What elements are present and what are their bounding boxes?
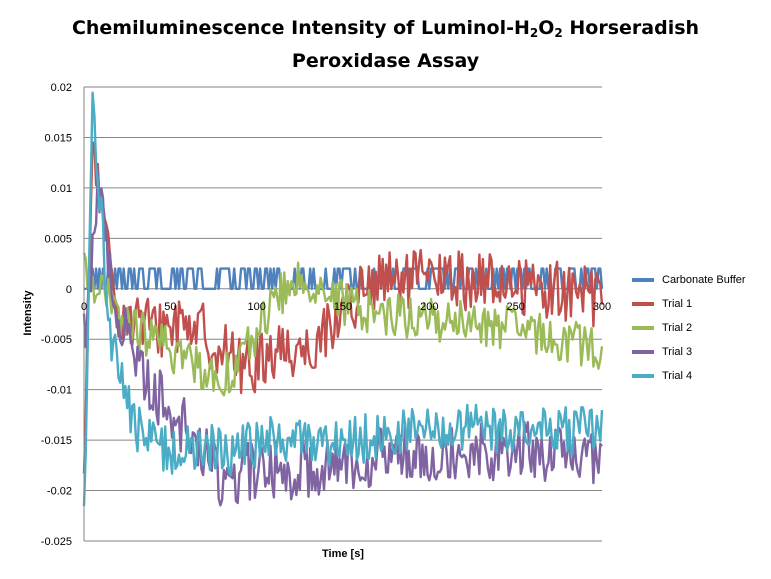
legend-swatch (632, 278, 654, 282)
legend-label: Trial 3 (662, 346, 693, 358)
x-axis-title: Time [s] (322, 548, 364, 560)
y-tick-label: -0.02 (47, 486, 72, 498)
y-tick-label: 0 (66, 284, 72, 296)
y-tick-label: -0.025 (41, 536, 72, 548)
x-tick-label: 0 (81, 301, 87, 313)
axes: 0.02 0.015 0.01 0.005 0 -0.005 -0.01 -0.015 -0.0… (41, 82, 611, 548)
legend-item: Trial 3 (632, 340, 746, 364)
x-tick-label: 50 (164, 301, 176, 313)
x-tick-label: 300 (593, 301, 611, 313)
legend-swatch (632, 374, 654, 378)
legend-swatch (632, 350, 654, 354)
y-tick-label: 0.005 (44, 233, 72, 245)
title-part-3: Horseradish (562, 17, 700, 39)
legend: Carbonate Buffer Trial 1 Trial 2 Trial 3 Tri… (632, 268, 746, 388)
x-tick-label: 200 (420, 301, 438, 313)
title-subscript-1: 2 (529, 26, 539, 40)
y-tick-label: -0.01 (47, 385, 72, 397)
title-subscript-2: 2 (554, 26, 563, 40)
y-axis-title: Intensity (22, 290, 34, 336)
series-line-trial-4 (82, 91, 604, 507)
x-tick-label: 100 (247, 301, 265, 313)
title-line-2: Peroxidase Assay (291, 50, 480, 72)
y-tick-label: 0.02 (51, 82, 72, 94)
y-tick-label: 0.01 (51, 183, 72, 195)
legend-item: Trial 4 (632, 364, 746, 388)
legend-item: Carbonate Buffer (632, 268, 746, 292)
y-tick-label: -0.005 (41, 334, 72, 346)
legend-swatch (632, 302, 654, 306)
legend-label: Carbonate Buffer (662, 274, 746, 286)
chart-title: Chemiluminescence Intensity of Luminol-H… (0, 14, 771, 75)
y-tick-label: -0.015 (41, 435, 72, 447)
x-tick-label: 150 (334, 301, 352, 313)
series-line-trial-2 (82, 252, 604, 397)
legend-item: Trial 1 (632, 292, 746, 316)
legend-item: Trial 2 (632, 316, 746, 340)
legend-label: Trial 4 (662, 370, 693, 382)
x-tick-label: 250 (506, 301, 524, 313)
legend-label: Trial 2 (662, 322, 693, 334)
legend-label: Trial 1 (662, 298, 693, 310)
series-lines (82, 91, 604, 507)
series-line-trial-3 (82, 168, 603, 507)
legend-swatch (632, 326, 654, 330)
series-line-carbonate-buffer (84, 267, 604, 290)
y-tick-label: 0.015 (44, 132, 72, 144)
title-part-2: O (538, 17, 555, 39)
title-part-1: Chemiluminescence Intensity of Luminol-H (71, 17, 530, 39)
